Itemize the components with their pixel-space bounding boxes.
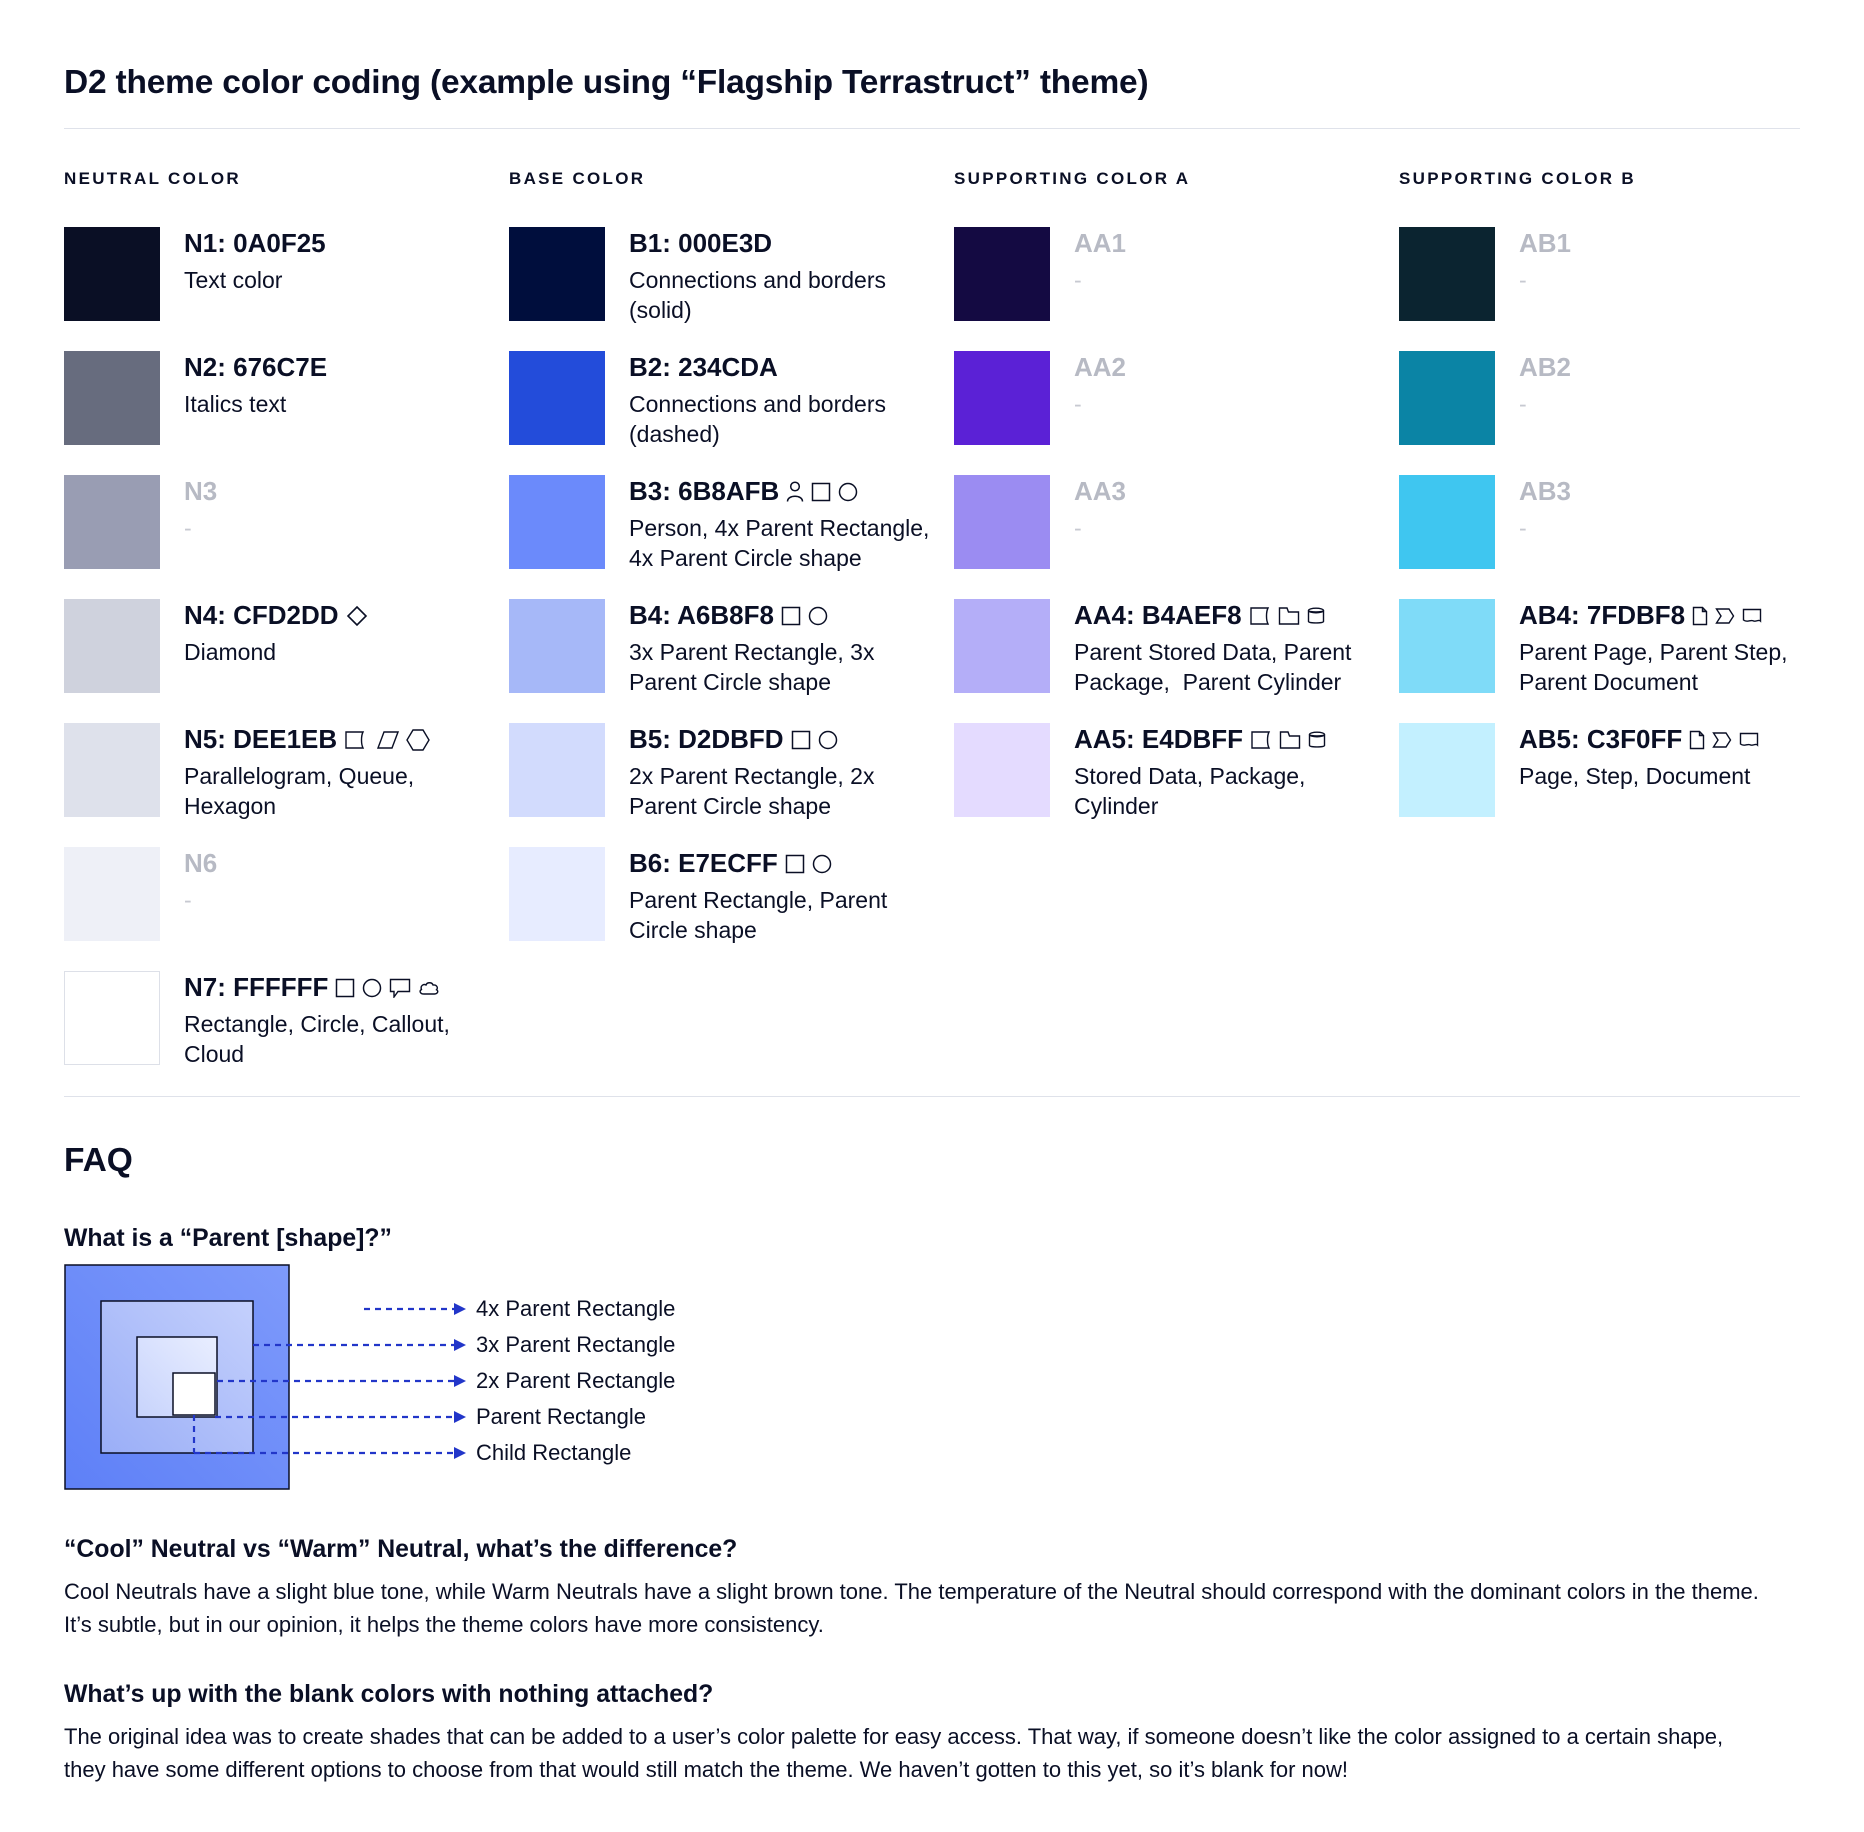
svg-text:4x Parent Rectangle: 4x Parent Rectangle	[476, 1296, 675, 1321]
svg-text:3x Parent Rectangle: 3x Parent Rectangle	[476, 1332, 675, 1357]
svg-text:Child Rectangle: Child Rectangle	[476, 1440, 631, 1465]
svg-text:Parent Rectangle: Parent Rectangle	[476, 1404, 646, 1429]
svg-text:2x Parent Rectangle: 2x Parent Rectangle	[476, 1368, 675, 1393]
